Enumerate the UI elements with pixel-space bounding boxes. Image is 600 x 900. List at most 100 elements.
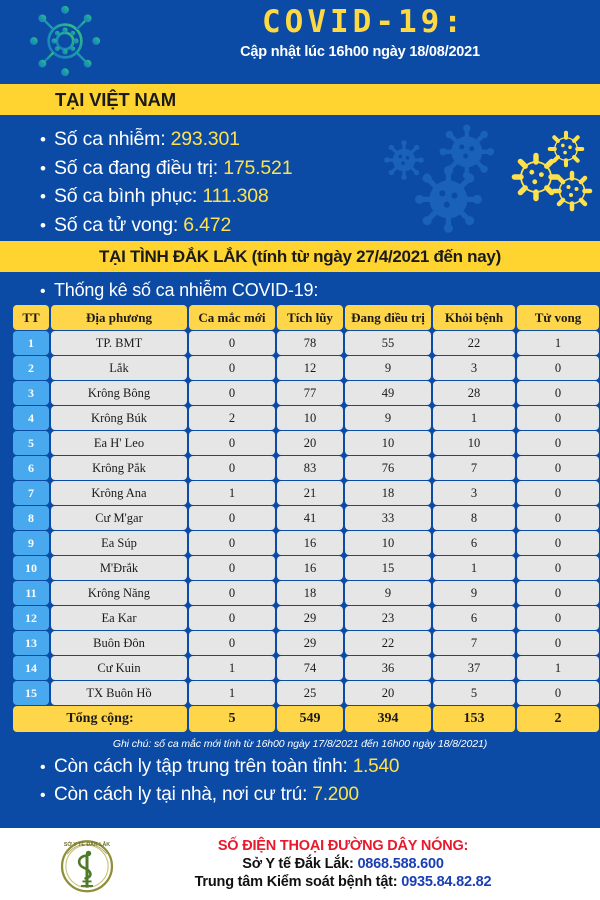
poster-header: COVID-19: Cập nhật lúc 16h00 ngày 18/08/… (0, 0, 600, 82)
bullet-icon: • (40, 759, 46, 776)
row-cumulative: 41 (277, 506, 343, 530)
stat-line: • Số ca tử vong: 6.472 (40, 211, 292, 240)
row-cumulative: 29 (277, 631, 343, 655)
row-new-cases: 0 (189, 381, 275, 405)
row-recovered: 5 (433, 681, 515, 705)
row-cumulative: 20 (277, 431, 343, 455)
total-label: Tổng cộng: (13, 706, 187, 732)
row-recovered: 7 (433, 456, 515, 480)
quarantine-line: • Còn cách ly tại nhà, nơi cư trú: 7.200 (40, 781, 600, 809)
quarantine-value: 1.540 (352, 756, 400, 777)
covid-statistics-table: TT Địa phương Ca mắc mới Tích lũy Đang đ… (11, 304, 600, 733)
quarantine-stats-list: • Còn cách ly tập trung trên toàn tỉnh: 1… (0, 752, 600, 814)
row-recovered: 8 (433, 506, 515, 530)
row-index: 4 (13, 406, 49, 430)
table-row: 9 Ea Súp 0 16 10 6 0 (13, 531, 599, 555)
row-treating: 33 (345, 506, 431, 530)
row-deaths: 0 (517, 606, 599, 630)
column-header-deaths: Tử vong (517, 305, 599, 330)
table-row: 1 TP. BMT 0 78 55 22 1 (13, 331, 599, 355)
row-deaths: 0 (517, 456, 599, 480)
column-header-tt: TT (13, 305, 49, 330)
table-row: 11 Krông Năng 0 18 9 9 0 (13, 581, 599, 605)
row-treating: 18 (345, 481, 431, 505)
row-treating: 9 (345, 581, 431, 605)
total-recovered: 153 (433, 706, 515, 732)
row-recovered: 22 (433, 331, 515, 355)
bullet-icon: • (40, 187, 46, 207)
stat-line: • Số ca bình phục: 111.308 (40, 182, 292, 211)
table-row: 6 Krông Pắk 0 83 76 7 0 (13, 456, 599, 480)
row-cumulative: 12 (277, 356, 343, 380)
row-treating: 36 (345, 656, 431, 680)
update-timestamp: Cập nhật lúc 16h00 ngày 18/08/2021 (240, 43, 480, 60)
page-title: COVID-19: (262, 4, 466, 40)
row-deaths: 0 (517, 406, 599, 430)
table-body: 1 TP. BMT 0 78 55 22 1 2 Lắk 0 12 9 3 0 3 Krông Bông 0 77… (13, 331, 599, 705)
poster-footer: SỞ Y TẾ ĐẮK LẮK SỐ ĐIỆN THOẠI ĐƯỜNG DÂY … (0, 825, 600, 900)
row-treating: 55 (345, 331, 431, 355)
column-header-cumulative: Tích lũy (277, 305, 343, 330)
bullet-icon: • (40, 130, 46, 149)
row-deaths: 0 (517, 431, 599, 455)
row-cumulative: 16 (277, 556, 343, 580)
row-locality: Krông Năng (51, 581, 187, 605)
stat-value: 111.308 (202, 185, 269, 208)
row-recovered: 1 (433, 406, 515, 430)
row-treating: 22 (345, 631, 431, 655)
row-treating: 10 (345, 431, 431, 455)
row-deaths: 0 (517, 531, 599, 555)
row-index: 14 (13, 656, 49, 680)
row-deaths: 0 (517, 381, 599, 405)
row-cumulative: 74 (277, 656, 343, 680)
row-new-cases: 2 (189, 406, 275, 430)
row-treating: 15 (345, 556, 431, 580)
row-locality: TX Buôn Hồ (51, 681, 187, 705)
row-recovered: 37 (433, 656, 515, 680)
bullet-icon: • (40, 215, 46, 235)
table-row: 5 Ea H' Leo 0 20 10 10 0 (13, 431, 599, 455)
row-recovered: 6 (433, 531, 515, 555)
stat-label: Số ca nhiễm: (54, 128, 166, 150)
bullet-icon: • (40, 283, 46, 300)
table-header: TT Địa phương Ca mắc mới Tích lũy Đang đ… (13, 305, 599, 330)
row-new-cases: 0 (189, 356, 275, 380)
row-new-cases: 0 (189, 331, 275, 355)
table-row: 2 Lắk 0 12 9 3 0 (13, 356, 599, 380)
row-recovered: 3 (433, 481, 515, 505)
total-deaths: 2 (517, 706, 599, 732)
row-locality: Krông Bông (51, 381, 187, 405)
column-header-recovered: Khỏi bệnh (433, 305, 515, 330)
row-deaths: 0 (517, 506, 599, 530)
daklak-bullet-label: Thống kê số ca nhiễm COVID-19: (54, 280, 319, 300)
row-new-cases: 0 (189, 581, 275, 605)
row-locality: Lắk (51, 356, 187, 380)
row-new-cases: 1 (189, 656, 275, 680)
vietnam-stats-section: • Số ca nhiễm: 293.301 • Số ca đang điều t… (0, 117, 600, 239)
stat-value: 293.301 (170, 128, 240, 150)
row-locality: TP. BMT (51, 331, 187, 355)
table-row: 10 M'Đrắk 0 16 15 1 0 (13, 556, 599, 580)
total-new-cases: 5 (189, 706, 275, 732)
row-deaths: 0 (517, 581, 599, 605)
row-locality: Krông Ana (51, 481, 187, 505)
row-treating: 23 (345, 606, 431, 630)
row-index: 1 (13, 331, 49, 355)
hotline-number[interactable]: 0935.84.82.82 (401, 874, 492, 890)
row-locality: Buôn Đôn (51, 631, 187, 655)
stat-label: Số ca bình phục: (54, 185, 198, 208)
bullet-icon: • (40, 786, 46, 804)
row-index: 9 (13, 531, 49, 555)
row-cumulative: 29 (277, 606, 343, 630)
hotline-number[interactable]: 0868.588.600 (357, 856, 444, 872)
table-row: 15 TX Buôn Hồ 1 25 20 5 0 (13, 681, 599, 705)
header-text-block: COVID-19: Cập nhật lúc 16h00 ngày 18/08/… (120, 6, 600, 60)
row-deaths: 0 (517, 481, 599, 505)
stat-line: • Số ca đang điều trị: 175.521 (40, 154, 293, 183)
table-row: 8 Cư M'gar 0 41 33 8 0 (13, 506, 599, 530)
hotline-label: Trung tâm Kiểm soát bệnh tật: (194, 874, 398, 890)
table-footer: Tổng cộng: 5 549 394 153 2 (13, 706, 599, 732)
row-index: 8 (13, 506, 49, 530)
row-index: 12 (13, 606, 49, 630)
